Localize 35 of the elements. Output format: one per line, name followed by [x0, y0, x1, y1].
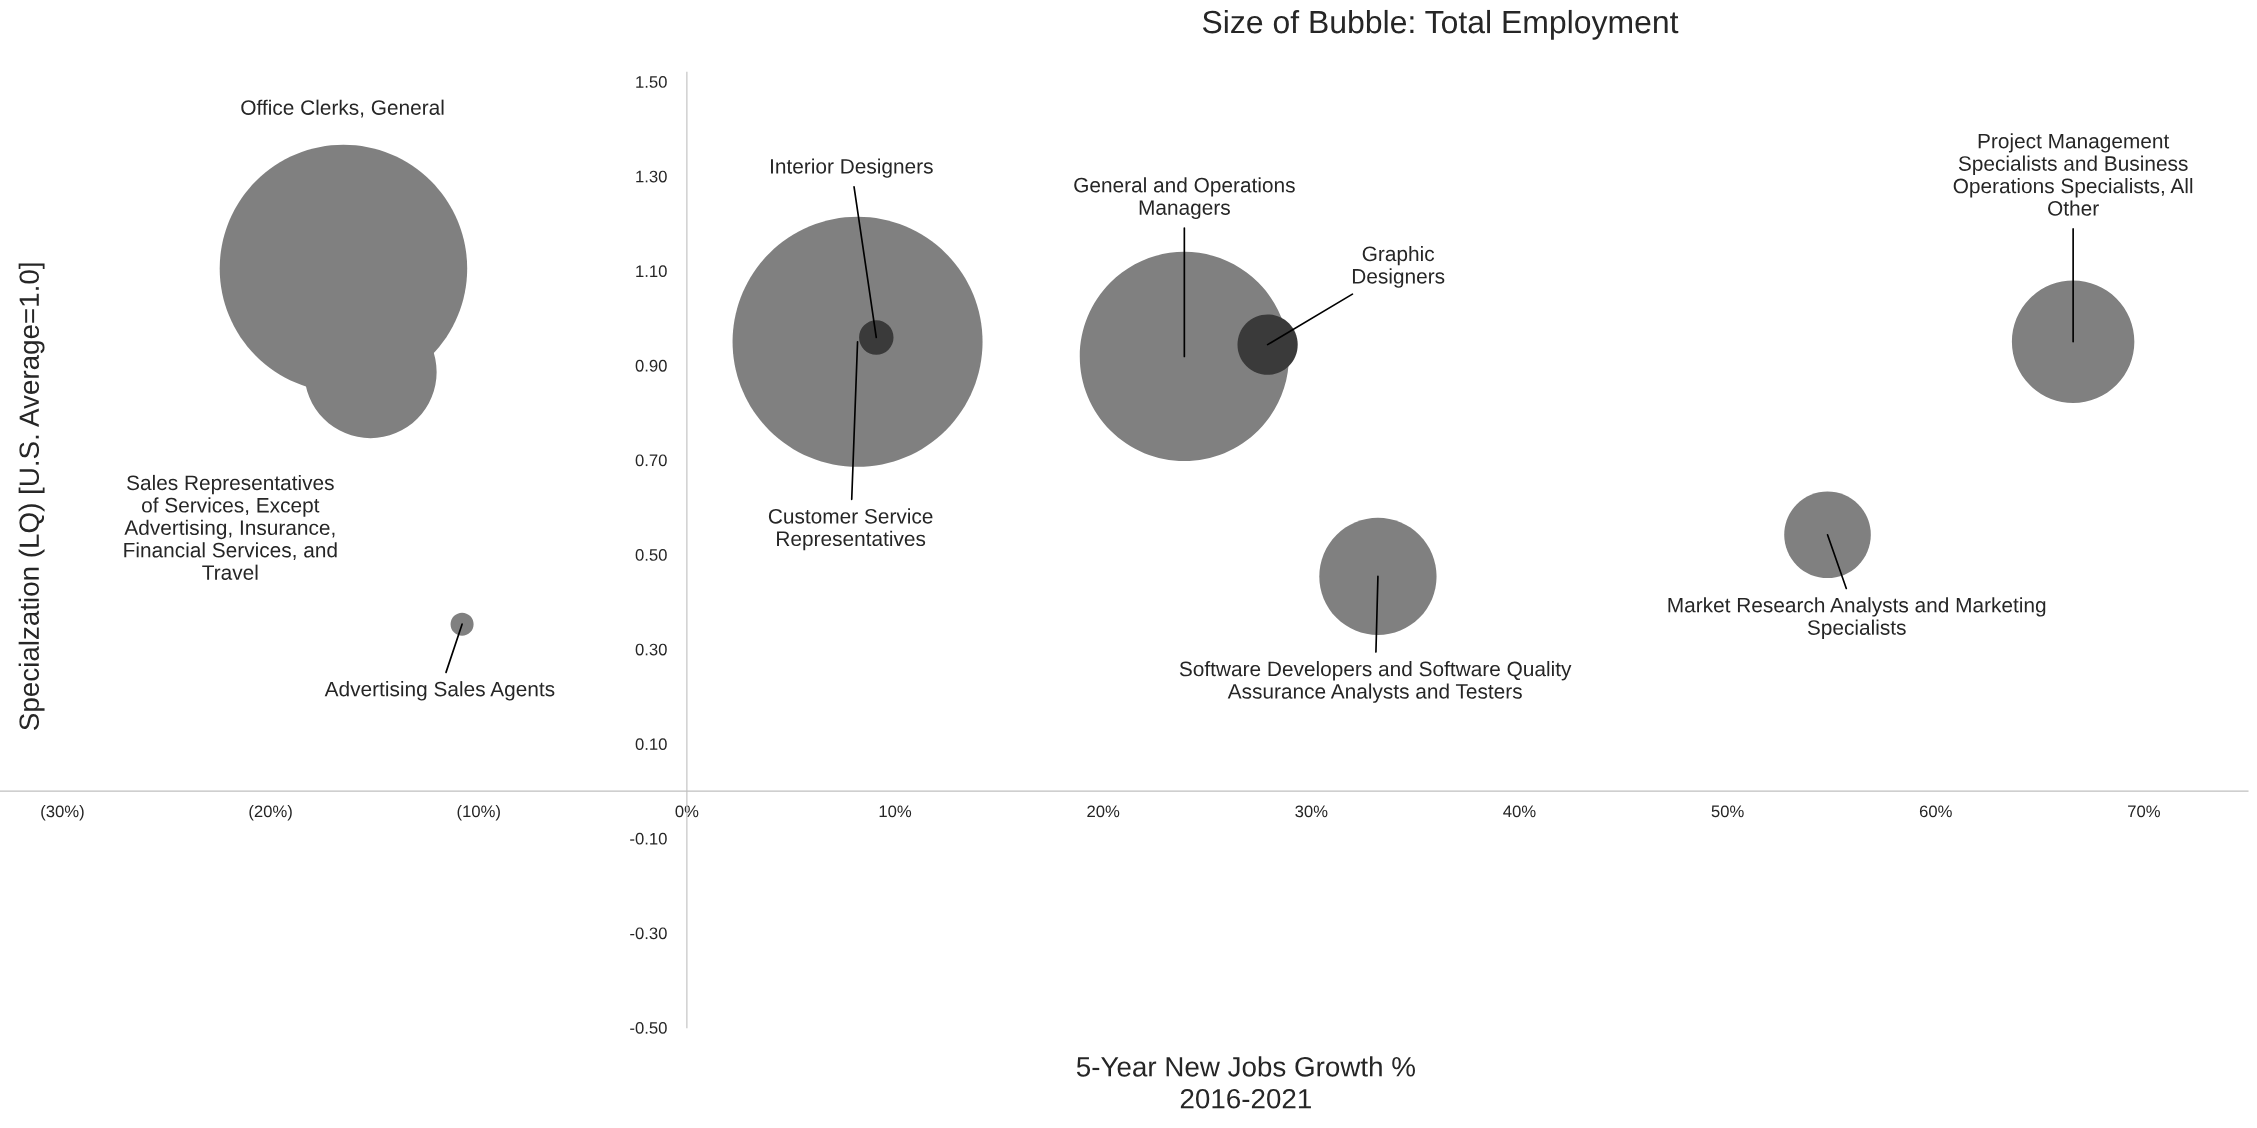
y-tick-label: 0.10 [635, 738, 667, 751]
annotation: Sales Representatives of Services, Except Advertising, Insurance, Financial Services, and Travel [124, 474, 337, 580]
y-tick-label: 0.30 [635, 643, 667, 656]
x-tick-label: 70% [2128, 805, 2160, 818]
annotation: Interior Designers [771, 158, 933, 178]
y-tick-label: -0.30 [630, 927, 667, 940]
annotation: Office Clerks, General [241, 99, 444, 118]
annotation: Software Developers and Software Quality Assurance Analysts and Testers [1179, 661, 1572, 703]
x-tick-label: (30%) [41, 805, 84, 821]
annotation: Market Research Analysts and Marketing Specialists [1668, 597, 2046, 640]
y-tick-label: 1.30 [636, 170, 667, 183]
y-tick-label: -0.10 [630, 832, 667, 845]
y-tick-label: 0.70 [635, 454, 667, 467]
x-axis-title: 5-Year New Jobs Growth % 2016-2021 [1076, 1056, 1415, 1109]
chart-title: Size of Bubble: Total Employment [1202, 9, 1679, 40]
annotation: Customer Service Representatives [768, 508, 933, 551]
x-tick-label: 20% [1087, 805, 1120, 818]
y-tick-label: -0.50 [630, 1022, 667, 1034]
x-tick-label: 50% [1711, 805, 1744, 818]
y-axis-title: Specialzation (LQ) [U.S. Average=1.0] [18, 263, 45, 730]
x-tick-label: 40% [1503, 805, 1536, 818]
x-tick-label: (20%) [249, 805, 292, 821]
x-tick-label: 30% [1295, 805, 1328, 818]
annotation: Graphic Designers [1352, 245, 1445, 288]
annotation: Advertising Sales Agents [324, 681, 555, 701]
y-tick-label: 1.10 [636, 265, 667, 278]
annotation: General and Operations Managers [1074, 177, 1295, 220]
x-tick-label: 10% [879, 805, 912, 818]
x-tick-label: (10%) [457, 805, 500, 821]
y-tick-label: 0.50 [635, 549, 667, 561]
x-tick-label: 0% [675, 805, 699, 818]
annotation: Project Management Specialists and Business Operations Specialists, All Other [1953, 133, 2193, 216]
y-tick-label: 0.90 [635, 359, 667, 372]
x-tick-label: 60% [1919, 805, 1952, 818]
y-tick-label: 1.50 [636, 76, 667, 88]
